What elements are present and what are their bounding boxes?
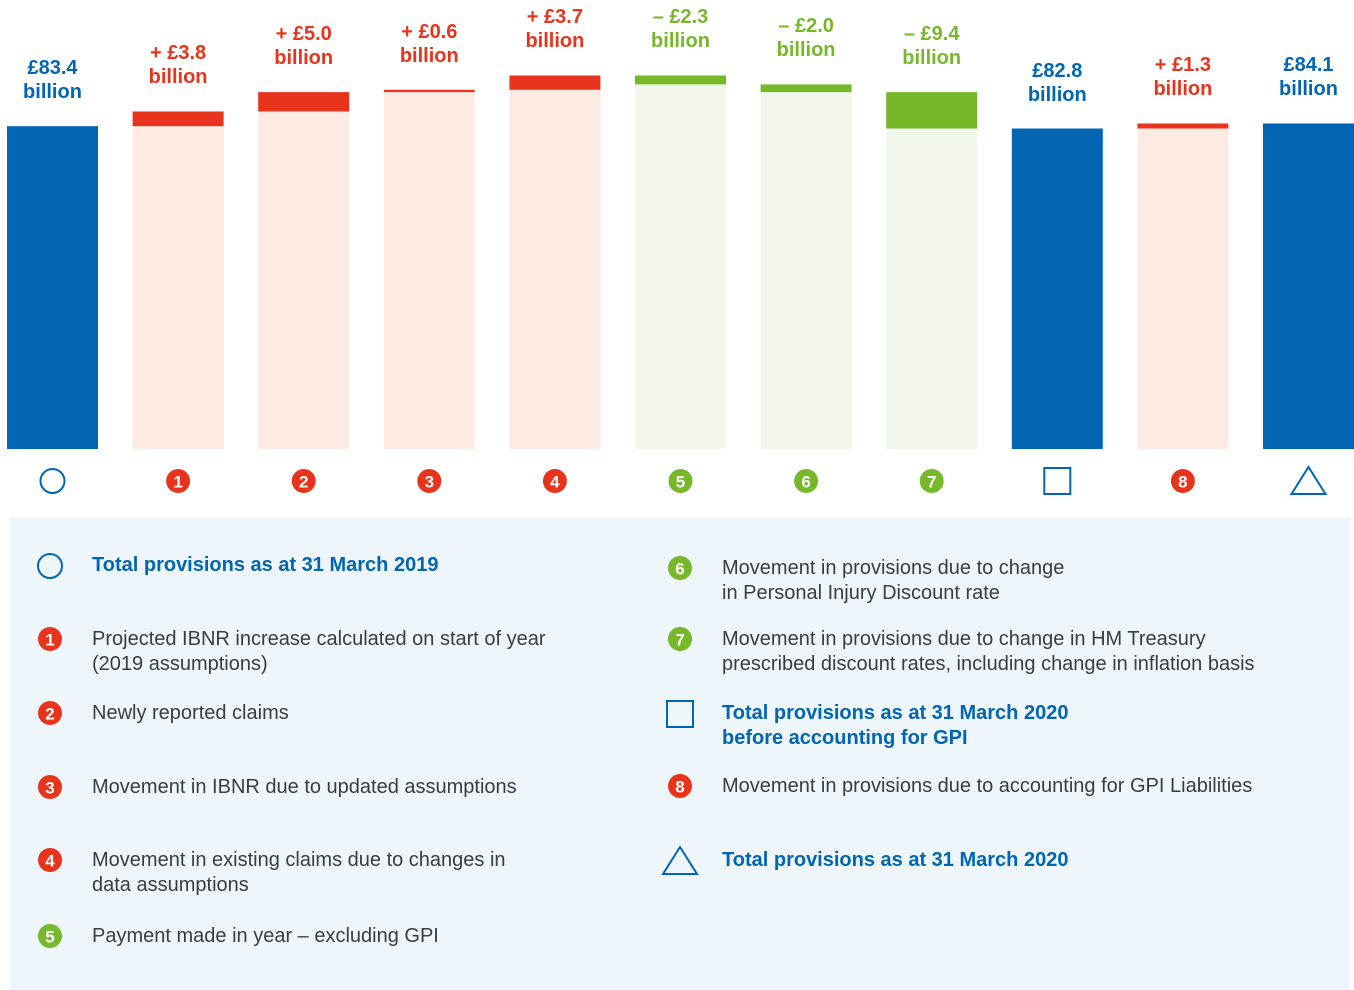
category-shape [1289, 465, 1328, 495]
value-label: – £2.0 billion [776, 15, 836, 62]
category-label: 6 [801, 473, 810, 492]
legend-marker [38, 627, 62, 651]
total-bar [1263, 123, 1354, 449]
category-label: 3 [425, 473, 434, 492]
legend-shape [666, 700, 694, 728]
value-label: + £0.6 billion [399, 20, 459, 67]
legend-shape [661, 845, 699, 875]
increase-bar [383, 89, 475, 93]
increase-bar [132, 111, 224, 127]
legend-text: Total provisions as at 31 March 2020 bef… [722, 702, 1069, 749]
legend-marker-label: 1 [45, 631, 54, 650]
category-marker [166, 469, 191, 493]
increase-bar [1137, 123, 1229, 129]
category-marker [542, 469, 567, 493]
legend-marker-label: 7 [675, 631, 684, 650]
base-fill [132, 126, 224, 450]
legend-marker-label: 5 [45, 928, 54, 947]
base-fill [1137, 128, 1229, 449]
category-label: 4 [550, 473, 560, 492]
category-marker [794, 469, 819, 493]
category-marker [291, 469, 316, 493]
decrease-bar [886, 92, 978, 129]
total-bar [7, 126, 98, 450]
legend-text: Movement in provisions due to change in … [722, 628, 1255, 675]
category-shape [1043, 467, 1072, 495]
base-fill [886, 128, 978, 449]
legend-marker [38, 701, 62, 725]
value-label: – £9.4 billion [902, 23, 962, 70]
legend-text: Movement in existing claims due to chang… [92, 849, 506, 896]
legend-text: Payment made in year – excluding GPI [92, 925, 439, 947]
value-label: £82.8 billion [1027, 59, 1087, 106]
legend-marker [38, 924, 62, 948]
category-label: 2 [299, 473, 308, 492]
base-fill [383, 92, 475, 450]
legend-text: Projected IBNR increase calculated on st… [92, 628, 546, 675]
category-shape [39, 468, 66, 494]
base-fill [760, 92, 852, 450]
legend-text: Movement in provisions due to change in … [722, 557, 1065, 604]
decrease-bar [760, 84, 852, 93]
legend-marker [38, 775, 62, 799]
legend-text: Total provisions as at 31 March 2020 [722, 849, 1069, 871]
category-marker [919, 469, 944, 493]
value-label: + £3.8 billion [148, 42, 208, 89]
category-label: 5 [676, 473, 685, 492]
category-marker [1170, 469, 1195, 493]
category-marker [668, 469, 693, 493]
legend-text: Total provisions as at 31 March 2019 [92, 554, 439, 576]
value-label: + £1.3 billion [1153, 54, 1213, 101]
value-label: £84.1 billion [1279, 54, 1338, 101]
increase-bar [258, 92, 350, 112]
category-label: 7 [927, 473, 936, 492]
value-label: – £2.3 billion [651, 6, 710, 53]
legend-panel [10, 517, 1350, 990]
legend-marker-label: 3 [45, 779, 54, 798]
value-label: £83.4 billion [23, 57, 82, 104]
legend-marker [668, 627, 692, 651]
base-fill [635, 84, 726, 449]
legend-text: Movement in provisions due to accounting… [722, 775, 1253, 797]
legend-text: Newly reported claims [92, 702, 289, 724]
decrease-bar [635, 75, 726, 85]
legend-marker [668, 774, 692, 798]
total-bar [1011, 128, 1103, 449]
base-fill [258, 111, 350, 449]
legend-marker-label: 8 [675, 778, 684, 797]
legend-marker-label: 4 [45, 852, 55, 871]
legend-text: Movement in IBNR due to updated assumpti… [92, 776, 517, 798]
category-label: 1 [173, 473, 182, 492]
legend-marker-label: 6 [675, 560, 684, 579]
increase-bar [509, 75, 601, 90]
legend-shape [37, 553, 63, 579]
category-marker [417, 469, 442, 493]
base-fill [509, 89, 601, 450]
category-label: 8 [1178, 473, 1187, 492]
value-label: + £3.7 billion [525, 6, 585, 53]
legend-marker [668, 556, 692, 580]
legend-marker-label: 2 [45, 705, 54, 724]
legend-marker [38, 848, 62, 872]
value-label: + £5.0 billion [274, 23, 334, 70]
